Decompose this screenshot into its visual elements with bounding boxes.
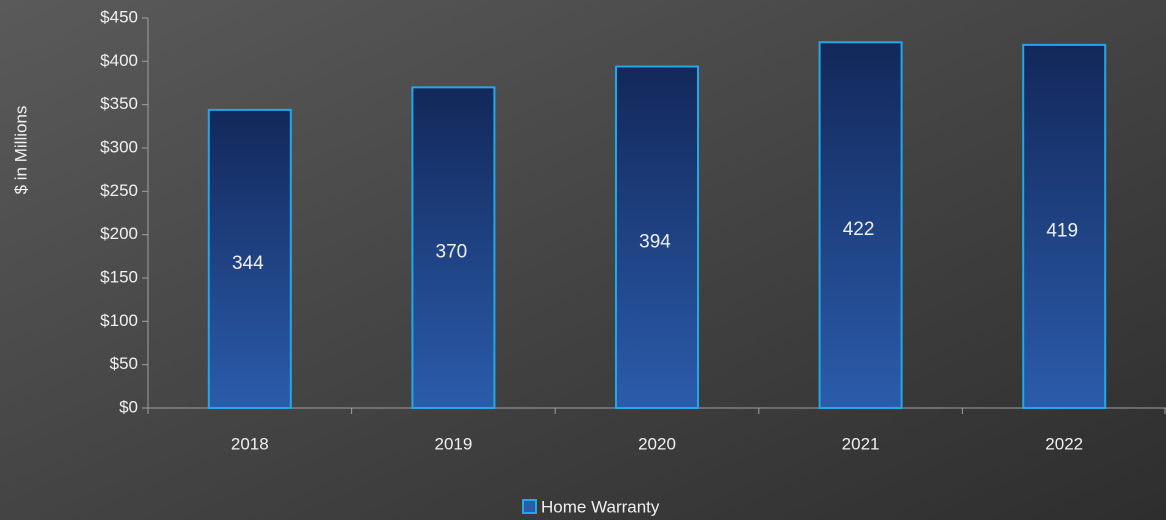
background: [0, 0, 1166, 520]
y-tick-label: $50: [110, 354, 138, 373]
data-label: 370: [436, 242, 468, 263]
y-tick-label: $400: [100, 51, 138, 70]
x-tick-label: 2020: [638, 434, 676, 453]
y-tick-label: $0: [119, 397, 138, 416]
data-label: 394: [639, 231, 671, 252]
y-tick-label: $300: [100, 137, 138, 156]
data-label: 419: [1046, 220, 1078, 241]
y-tick-label: $450: [100, 7, 138, 26]
x-tick-label: 2018: [231, 434, 269, 453]
legend-swatch: [523, 500, 536, 513]
y-axis-label: $ in Millions: [11, 106, 30, 195]
chart: $ in Millions $0 $50 $100 $150 $200 $250 $300 $…: [0, 0, 1166, 520]
x-tick-label: 2022: [1045, 434, 1083, 453]
data-label: 344: [232, 253, 264, 274]
y-tick-label: $250: [100, 181, 138, 200]
y-tick-label: $200: [100, 224, 138, 243]
legend-label: Home Warranty: [541, 497, 660, 516]
y-tick-label: $350: [100, 94, 138, 113]
data-label: 422: [843, 219, 875, 240]
x-tick-label: 2019: [434, 434, 472, 453]
y-tick-label: $100: [100, 311, 138, 330]
y-tick-label: $150: [100, 267, 138, 286]
x-tick-label: 2021: [842, 434, 880, 453]
